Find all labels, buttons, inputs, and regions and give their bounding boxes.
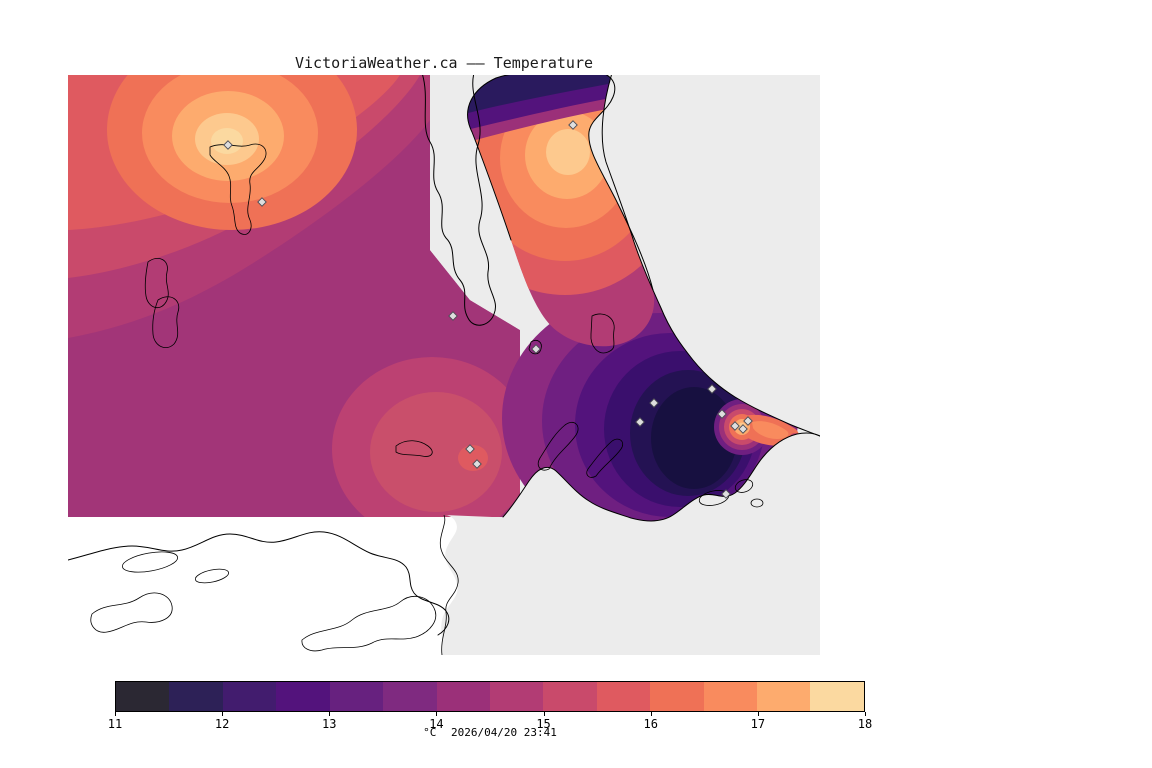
islet: [750, 498, 764, 508]
station-marker: [721, 489, 731, 499]
colorbar-tick-mark: [436, 712, 438, 716]
coastline: [601, 75, 820, 437]
colorbar-segment: [757, 682, 811, 711]
colorbar-segment: [222, 682, 277, 711]
station-marker: [568, 120, 578, 130]
colorbar-tick-mark: [329, 712, 331, 716]
lake-outline: [194, 568, 230, 584]
colorbar-segment: [703, 682, 758, 711]
lake: [395, 440, 433, 457]
islet: [734, 479, 754, 493]
east-hotspot-lobe-inner: [752, 421, 789, 439]
harbour-inlet: [537, 421, 579, 471]
island-outline: [90, 592, 173, 633]
colorbar-segment: [596, 682, 651, 711]
map-clip-group: [68, 75, 820, 655]
coastline-layer: [68, 75, 820, 655]
peninsula-cold-band-3: [467, 75, 630, 116]
nw-hotspot-center: [211, 128, 243, 154]
colorbar-tick-mark: [222, 712, 224, 716]
island-outline: [590, 313, 615, 354]
station-marker: [257, 197, 267, 207]
central-warm-patch-inner: [370, 392, 502, 512]
island-outline: [528, 340, 542, 355]
station-marker: [472, 459, 482, 469]
station-marker: [649, 398, 659, 408]
coastline: [439, 514, 459, 655]
colorbar-ticks: 11 12 13 14 15 16 17 18: [108, 712, 872, 738]
inlet-water: [421, 75, 496, 326]
colorbar-tick-label: 15: [536, 717, 551, 731]
coastline: [467, 75, 654, 291]
colorbar-segment: [489, 682, 544, 711]
colorbar-tick-label: 17: [750, 717, 766, 731]
colorbar-segment: [436, 682, 490, 711]
coastline: [502, 432, 820, 522]
colorbar-segment: [543, 682, 597, 711]
stations-layer: [223, 120, 753, 499]
colorbar-segment: [383, 682, 437, 711]
south-water: [492, 433, 820, 655]
colorbar-segment: [276, 682, 330, 711]
colorbar-tick-label: 12: [214, 717, 230, 731]
harbour-inlet: [586, 438, 624, 478]
station-marker: [707, 384, 717, 394]
page-title: VictoriaWeather.ca —— Temperature: [294, 54, 593, 72]
colorbar-segment: [650, 682, 704, 711]
colorbar: [115, 681, 865, 712]
colorbar-tick-mark: [115, 712, 116, 716]
colorbar-tick-label: 16: [643, 717, 658, 731]
colorbar-segment: [169, 682, 223, 711]
station-marker: [743, 416, 753, 426]
colorbar-tick-label: 18: [857, 717, 873, 731]
station-marker: [730, 421, 740, 431]
colorbar-tick-label: 14: [429, 717, 444, 731]
station-marker: [465, 444, 475, 454]
peninsula-hotspot-center: [546, 129, 590, 175]
island-outline: [152, 296, 180, 348]
colorbar-tick-label: 13: [322, 717, 337, 731]
inlet-outline: [209, 143, 267, 235]
colorbar-tick-mark: [650, 712, 652, 716]
colorbar-tick-label: 11: [107, 717, 123, 731]
west-temperature-field: [68, 75, 520, 517]
colorbar-tick-mark: [865, 712, 866, 716]
station-marker: [223, 140, 233, 150]
nodata-land: [68, 517, 492, 655]
coastline: [68, 531, 450, 636]
station-marker: [635, 417, 645, 427]
colorbar-unit-line: °C 2026/04/20 23:41: [115, 726, 865, 739]
cold-core: [651, 387, 737, 489]
station-marker: [531, 344, 541, 354]
island-outline: [301, 595, 437, 652]
station-marker: [717, 409, 727, 419]
station-marker: [738, 424, 748, 434]
colorbar-segment: [116, 682, 170, 711]
island-outline: [144, 258, 169, 309]
lake-outline: [121, 551, 179, 573]
colorbar-tick-mark: [757, 712, 759, 716]
timestamp: 2026/04/20 23:41: [450, 726, 557, 739]
station-marker: [448, 311, 458, 321]
northeast-water: [602, 75, 820, 437]
colorbar-unit: °C: [423, 726, 437, 739]
strait-water: [441, 515, 492, 655]
colorbar-segment: [329, 682, 384, 711]
colorbar-segment: [810, 682, 864, 711]
colorbar-tick-mark: [543, 712, 545, 716]
